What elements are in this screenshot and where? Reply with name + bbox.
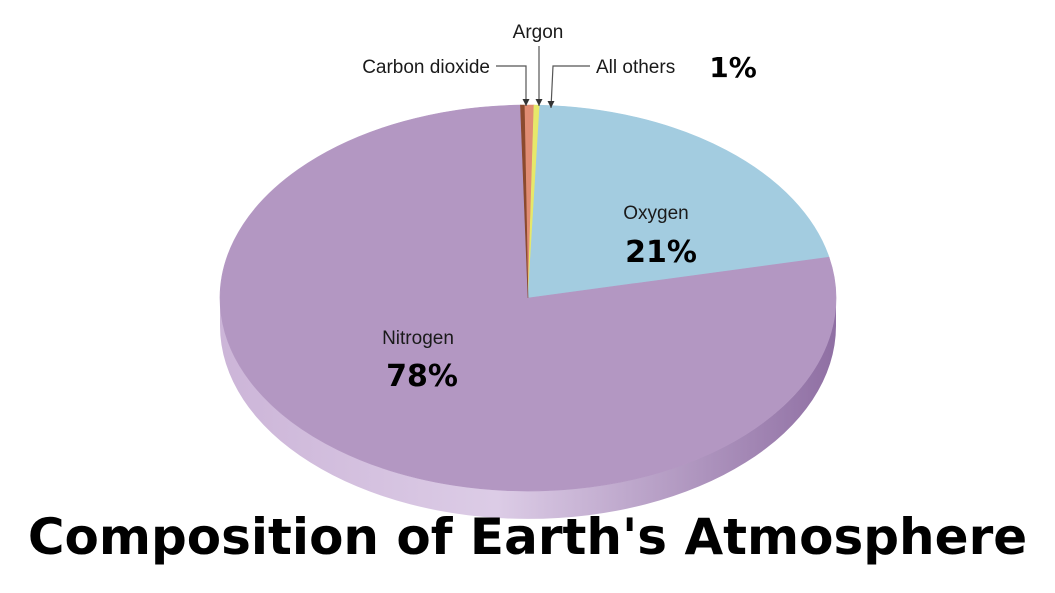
slice-value-nitrogen: 78% — [386, 359, 458, 394]
slice-labels: Nitrogen 78% Oxygen 21% Carbon dioxide A… — [362, 22, 757, 394]
slice-label-carbon-dioxide: Carbon dioxide — [362, 57, 490, 78]
slice-label-all-others: All others — [596, 57, 675, 78]
leader-argon-arrow — [535, 99, 543, 106]
leader-carbon-dioxide-arrow — [522, 99, 530, 106]
pie-slices — [219, 104, 837, 492]
leader-all-others-arrow — [547, 101, 555, 108]
leader-all-others — [550, 65, 590, 109]
pie-slice-oxygen — [527, 104, 830, 299]
pie-slice-nitrogen — [219, 104, 837, 492]
slice-label-argon: Argon — [513, 22, 564, 43]
leader-lines — [496, 46, 590, 109]
slice-label-oxygen: Oxygen — [623, 203, 688, 224]
chart-title: Composition of Earth's Atmosphere — [27, 508, 1028, 566]
slice-label-nitrogen: Nitrogen — [382, 328, 454, 349]
pie-slice-carbon-dioxide — [520, 104, 529, 299]
slice-value-oxygen: 21% — [625, 235, 697, 270]
minor-group-value: 1% — [709, 51, 757, 84]
leader-carbon-dioxide — [496, 65, 527, 106]
